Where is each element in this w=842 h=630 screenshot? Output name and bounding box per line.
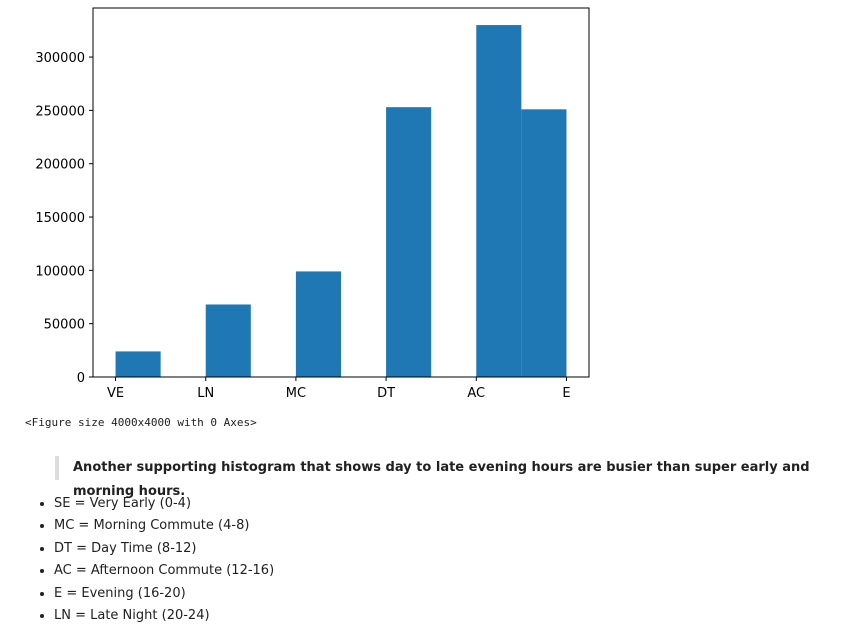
- x-tick-label: MC: [286, 386, 306, 401]
- bar: [205, 304, 251, 377]
- bar: [476, 25, 522, 377]
- legend-item: AC = Afternoon Commute (12-16): [54, 560, 274, 582]
- y-tick-label: 150000: [35, 211, 85, 226]
- y-tick-label: 300000: [35, 51, 85, 66]
- legend-item: SE = Very Early (0-4): [54, 493, 274, 515]
- note: Another supporting histogram that shows …: [55, 456, 842, 499]
- output-text: <Figure size 4000x4000 with 0 Axes>: [25, 416, 257, 429]
- y-tick-label: 250000: [35, 104, 85, 119]
- x-tick-label: DT: [377, 386, 395, 401]
- x-tick-label: VE: [107, 386, 124, 401]
- legend-item: DT = Day Time (8-12): [54, 538, 274, 560]
- y-tick-label: 200000: [35, 158, 85, 173]
- legend-item: MC = Morning Commute (4-8): [54, 515, 274, 537]
- x-tick-label: LN: [197, 386, 214, 401]
- plot-frame: [92, 7, 590, 378]
- bar: [295, 271, 341, 377]
- bar: [386, 107, 432, 378]
- legend-list: SE = Very Early (0-4)MC = Morning Commut…: [0, 493, 274, 627]
- x-tick-label: E: [562, 386, 570, 401]
- legend-item: E = Evening (16-20): [54, 583, 274, 605]
- y-tick-label: 100000: [35, 264, 85, 279]
- legend-item: LN = Late Night (20-24): [54, 605, 274, 627]
- bar: [521, 109, 567, 377]
- y-tick-label: 50000: [44, 318, 85, 333]
- y-tick-label: 0: [77, 371, 85, 386]
- bar: [115, 351, 161, 377]
- x-tick-label: AC: [467, 386, 485, 401]
- chart: 0 50000 100000 150000 200000 250000 300000 VE LN…: [35, 7, 590, 401]
